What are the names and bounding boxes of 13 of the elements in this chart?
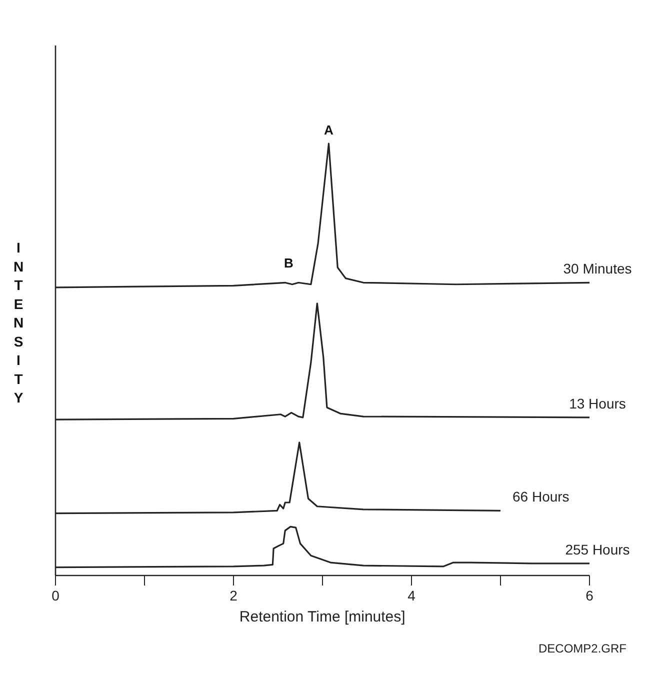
series-label: 13 Hours [569,395,626,412]
text: INTENSITY [13,240,24,406]
x-tick-label: 6 [586,588,594,604]
annotation: A [324,122,334,138]
x-tick-label: 4 [408,588,416,604]
series-label: 30 Minutes [563,260,632,277]
series-label: 66 Hours [512,488,570,505]
annotation: B [284,256,294,271]
text: DECOMP2.GRF [538,642,627,656]
x-tick-label: 2 [230,588,238,604]
x-tick-label: 0 [52,588,60,604]
series-label: 255 Hours [565,541,630,558]
x-axis-title: Retention Time [minutes] [239,608,406,626]
